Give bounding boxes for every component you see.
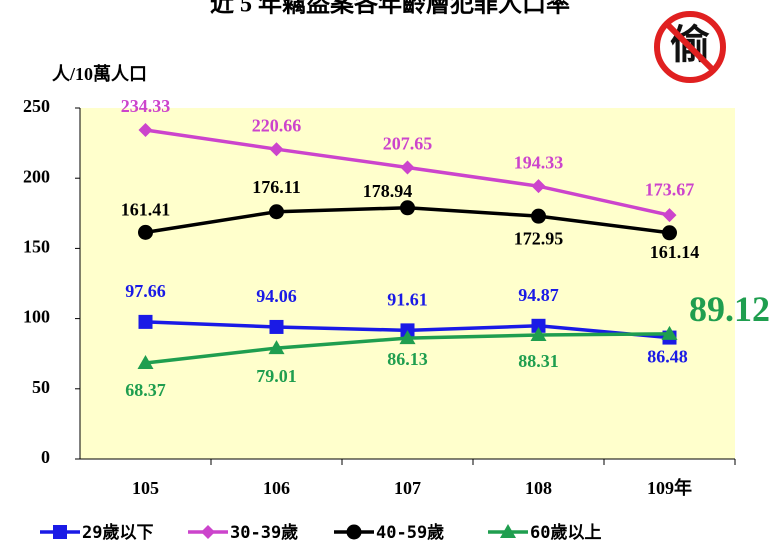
marker	[346, 524, 362, 540]
marker	[400, 200, 415, 216]
marker	[268, 340, 285, 355]
legend-label: 40-59歲	[376, 522, 444, 543]
legend-item: 40-59歲	[334, 522, 444, 543]
value-label: 173.67	[645, 179, 695, 199]
marker	[137, 355, 154, 370]
legend-item: 60歲以上	[488, 522, 601, 543]
legend-item: 30-39歲	[188, 522, 298, 543]
marker	[53, 525, 67, 539]
value-label: 94.87	[518, 285, 559, 305]
value-label: 234.33	[121, 96, 171, 116]
legend-label: 30-39歲	[230, 522, 298, 543]
value-label: 161.41	[121, 200, 171, 220]
y-tick-label: 200	[23, 166, 50, 186]
x-tick-label: 107	[394, 478, 421, 498]
marker	[399, 330, 416, 345]
marker	[661, 325, 678, 340]
marker	[138, 123, 153, 138]
legend-label: 29歲以下	[82, 522, 153, 543]
x-tick-label: 106	[263, 478, 290, 498]
value-label: 207.65	[383, 134, 433, 154]
x-tick-label: 105	[132, 478, 159, 498]
marker	[531, 179, 546, 194]
value-label: 88.31	[518, 351, 559, 371]
value-label: 194.33	[514, 152, 564, 172]
marker	[531, 318, 546, 333]
y-tick-label: 0	[41, 447, 50, 467]
x-tick-label: 109年	[647, 477, 692, 498]
marker	[531, 208, 546, 224]
series: 234.33 220.66 207.65 194.33 173.67	[121, 96, 695, 223]
y-tick-label: 250	[23, 96, 50, 116]
x-tick-label: 108	[525, 478, 552, 498]
value-label: 220.66	[252, 115, 302, 135]
chart-title: 近 5 年竊盜案各年齡層犯罪人口率	[210, 0, 570, 18]
y-tick-label: 100	[23, 307, 50, 327]
y-tick-label: 150	[23, 237, 50, 257]
legend-item: 29歲以下	[40, 522, 153, 543]
marker	[500, 524, 516, 538]
value-label: 79.01	[256, 366, 297, 386]
marker	[138, 314, 153, 329]
value-label: 178.94	[363, 181, 413, 201]
badge-slash	[664, 21, 716, 73]
marker	[662, 225, 677, 241]
value-label: 172.95	[514, 228, 564, 248]
marker	[269, 319, 284, 334]
y-axis-label: 人/10萬人口	[52, 64, 147, 84]
value-label: 161.14	[650, 242, 700, 262]
legend-label: 60歲以上	[530, 522, 601, 543]
marker	[269, 204, 284, 220]
y-tick-label: 50	[32, 377, 50, 397]
badge-icon: 偷	[654, 11, 726, 83]
value-label: 176.11	[252, 177, 301, 197]
value-label: 86.13	[387, 349, 428, 369]
marker	[530, 327, 547, 342]
value-label: 91.61	[387, 290, 428, 310]
marker	[400, 160, 415, 175]
series: 68.37 79.01 86.13 88.31 89.12	[125, 289, 770, 400]
series: 161.41 176.11 178.94 172.95 161.14	[121, 177, 700, 262]
marker	[138, 224, 153, 240]
value-label: 97.66	[125, 281, 166, 301]
marker	[662, 208, 677, 223]
value-label: 68.37	[125, 380, 166, 400]
marker	[269, 142, 284, 157]
marker	[201, 525, 215, 539]
value-label: 89.12	[689, 289, 770, 329]
value-label: 86.48	[647, 347, 688, 367]
value-label: 94.06	[256, 286, 297, 306]
